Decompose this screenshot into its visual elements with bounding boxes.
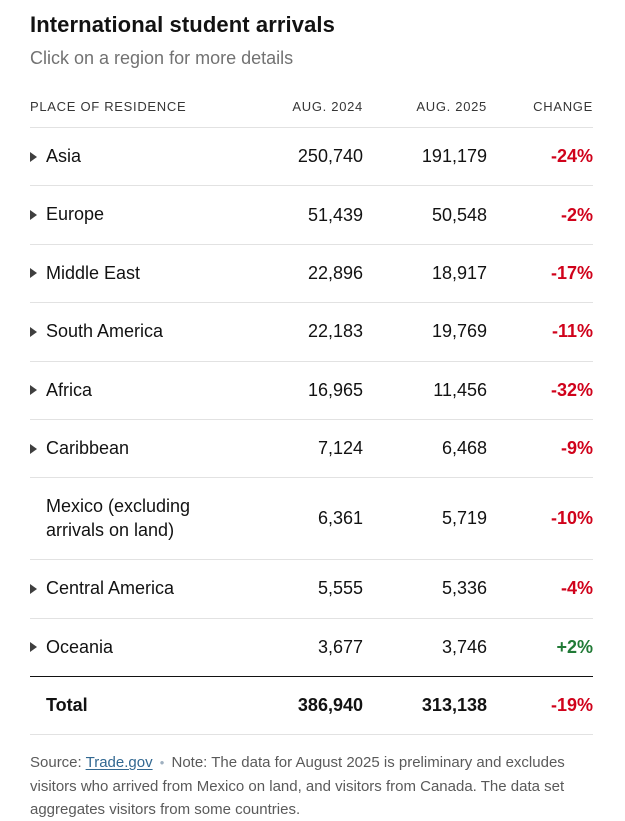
table-row-central-america[interactable]: Central America 5,555 5,336 -4% [30,560,593,619]
expand-triangle-icon [30,583,37,594]
region-name: Oceania [46,636,114,657]
expand-triangle-icon [30,642,37,653]
table-row-africa[interactable]: Africa 16,965 11,456 -32% [30,362,593,420]
change-value: -17% [550,262,593,283]
total-aug-2025-value: 313,138 [421,695,487,716]
region-cell: South America [30,320,248,343]
region-cell: Middle East [30,262,248,285]
aug-2024-value: 6,361 [317,508,363,529]
table-row-mexico: Mexico (excluding arrivals on land) 6,36… [30,478,593,561]
change-value: -32% [550,379,593,400]
aug-2025-value: 5,719 [441,508,487,529]
region-name: Africa [46,379,93,400]
region-name: Middle East [46,262,141,283]
table-header-row: Place of residence Aug. 2024 Aug. 2025 C… [30,91,593,128]
aug-2024-value: 3,677 [317,636,363,657]
table-row-middle-east[interactable]: Middle East 22,896 18,917 -17% [30,245,593,304]
region-cell: Africa [30,379,248,402]
column-header-place: Place of residence [30,99,187,114]
expand-triangle-icon [30,210,37,221]
column-header-aug-2025: Aug. 2025 [416,99,487,114]
change-value: -19% [550,695,593,716]
region-name: Mexico (excluding arrivals on land) [46,496,191,540]
change-value: -24% [550,146,593,167]
aug-2025-value: 19,769 [431,321,487,342]
region-cell: Caribbean [30,437,248,460]
region-name: Central America [46,578,175,599]
region-name: Caribbean [46,437,130,458]
expand-triangle-icon [30,151,37,162]
aug-2025-value: 50,548 [431,204,487,225]
total-row: Total 386,940 313,138 -19% [30,675,593,736]
region-name: Asia [46,146,82,166]
change-value: -4% [560,578,593,599]
aug-2024-value: 250,740 [297,146,363,167]
expand-triangle-icon [30,385,37,396]
region-name: South America [46,321,164,342]
region-name: Europe [46,204,105,225]
table-row-europe[interactable]: Europe 51,439 50,548 -2% [30,186,593,245]
aug-2024-value: 7,124 [317,438,363,459]
total-label-cell: Total [30,694,248,717]
region-cell: Asia [30,145,248,168]
aug-2025-value: 18,917 [431,262,487,283]
aug-2025-value: 6,468 [441,438,487,459]
expand-triangle-icon [30,443,37,454]
region-cell: Central America [30,577,248,600]
table-row-south-america[interactable]: South America 22,183 19,769 -11% [30,303,593,362]
total-aug-2024-value: 386,940 [297,695,363,716]
aug-2024-value: 5,555 [317,578,363,599]
change-value: -2% [560,204,593,225]
aug-2025-value: 5,336 [441,578,487,599]
page-title: International student arrivals [30,12,335,37]
table-subtitle: Click on a region for more details [30,48,294,68]
total-label: Total [46,694,88,715]
table-row-asia[interactable]: Asia 250,740 191,179 -24% [30,128,593,187]
aug-2025-value: 191,179 [421,146,487,167]
aug-2024-value: 51,439 [307,204,363,225]
change-value: -9% [560,438,593,459]
aug-2025-value: 11,456 [433,379,487,400]
column-header-aug-2024: Aug. 2024 [292,99,363,114]
source-label: Source: [30,754,82,772]
expand-triangle-icon [30,268,37,279]
aug-2024-value: 16,965 [307,379,363,400]
change-value: +2% [556,636,593,657]
separator-dot: • [159,755,165,771]
aug-2024-value: 22,183 [307,321,363,342]
table-row-caribbean[interactable]: Caribbean 7,124 6,468 -9% [30,420,593,479]
table-body: Asia 250,740 191,179 -24% Europe 51,439 … [30,128,593,676]
region-cell: Oceania [30,636,248,659]
table-row-oceania[interactable]: Oceania 3,677 3,746 +2% [30,619,593,676]
region-cell: Europe [30,203,248,226]
column-header-change: Change [533,99,593,114]
change-value: -11% [551,321,593,342]
arrivals-table: Place of residence Aug. 2024 Aug. 2025 C… [30,91,593,736]
aug-2025-value: 3,746 [441,636,487,657]
change-value: -10% [550,508,593,529]
source-note: Source: Trade.gov • Note: The data for A… [30,751,593,821]
source-link[interactable]: Trade.gov [85,754,153,772]
expand-triangle-icon [30,326,37,337]
region-cell: Mexico (excluding arrivals on land) [30,495,248,542]
aug-2024-value: 22,896 [307,262,363,283]
